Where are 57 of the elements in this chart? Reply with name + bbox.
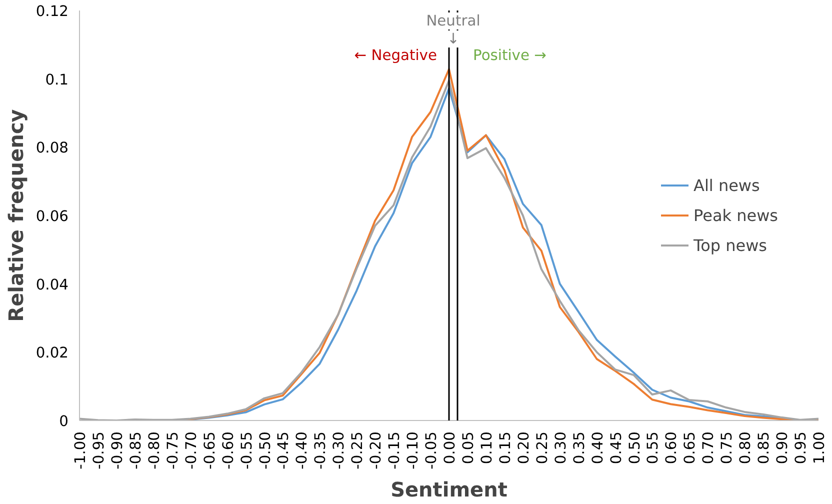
- y-tick-label: 0.02: [36, 344, 69, 362]
- x-tick-label: 0.70: [700, 431, 718, 464]
- legend-label: All news: [694, 176, 760, 194]
- x-tick-label: 0.55: [644, 431, 662, 464]
- x-tick-label: 0.95: [792, 431, 810, 464]
- x-tick-label: -0.80: [146, 432, 163, 470]
- x-tick-label: 0.60: [663, 431, 680, 464]
- y-tick-label: 0.12: [36, 3, 69, 20]
- x-tick-label: -0.40: [294, 432, 311, 470]
- x-tick-label: -0.70: [182, 432, 200, 470]
- x-tick-label: -0.25: [349, 432, 366, 470]
- x-tick-label: -0.15: [386, 432, 404, 470]
- y-tick-label: 0.06: [36, 208, 69, 225]
- x-tick-label: 0.25: [534, 431, 551, 464]
- x-tick-label: -0.20: [368, 432, 385, 470]
- x-axis-title: Sentiment: [390, 477, 508, 502]
- annotation: Neutral: [426, 12, 480, 30]
- x-tick-label: 0.35: [570, 431, 588, 464]
- x-tick-label: 0.20: [515, 431, 532, 464]
- x-tick-label: 0.50: [626, 431, 644, 464]
- y-tick-label: 0.08: [36, 140, 69, 157]
- legend-label: Top news: [694, 236, 768, 254]
- x-tick-label: -0.50: [256, 432, 274, 470]
- x-tick-label: -0.65: [201, 432, 218, 470]
- x-tick-label: -0.90: [108, 432, 126, 470]
- x-tick-label: -0.55: [238, 432, 256, 470]
- x-tick-label: -0.45: [275, 432, 292, 470]
- x-tick-label: -0.10: [404, 432, 422, 470]
- x-tick-label: -0.30: [330, 432, 348, 470]
- x-tick-label: 0.80: [737, 431, 754, 464]
- x-tick-label: 1.00: [811, 431, 828, 464]
- y-axis-title: Relative frequency: [4, 109, 28, 322]
- x-tick-label: -0.85: [127, 432, 144, 470]
- x-tick-label: 0.10: [478, 431, 496, 464]
- y-tick-label: 0.1: [45, 71, 69, 88]
- x-tick-label: -0.60: [220, 432, 237, 470]
- x-tick-label: 0.00: [442, 431, 458, 464]
- annotation: ← Negative: [354, 47, 438, 64]
- x-tick-label: 0.65: [682, 431, 699, 464]
- x-tick-label: 0.85: [756, 431, 773, 464]
- x-tick-label: 0.40: [589, 431, 606, 464]
- y-tick-label: 0: [59, 413, 69, 430]
- annotation: Positive →: [473, 47, 546, 64]
- annotation: ↓: [447, 30, 460, 48]
- x-tick-label: -0.05: [423, 432, 440, 470]
- x-tick-label: 0.05: [460, 431, 477, 464]
- legend-label: Peak news: [694, 206, 778, 224]
- x-tick-label: 0.90: [774, 431, 792, 464]
- x-tick-label: -0.75: [164, 432, 182, 470]
- x-tick-label: 0.15: [496, 431, 514, 464]
- x-tick-label: -1.00: [72, 432, 89, 470]
- x-tick-label: 0.75: [718, 431, 736, 464]
- y-tick-label: 0.04: [36, 276, 69, 294]
- x-tick-label: -0.35: [312, 432, 330, 470]
- x-tick-label: -0.95: [90, 432, 108, 470]
- x-tick-label: 0.30: [552, 431, 570, 464]
- x-tick-label: 0.45: [608, 431, 625, 464]
